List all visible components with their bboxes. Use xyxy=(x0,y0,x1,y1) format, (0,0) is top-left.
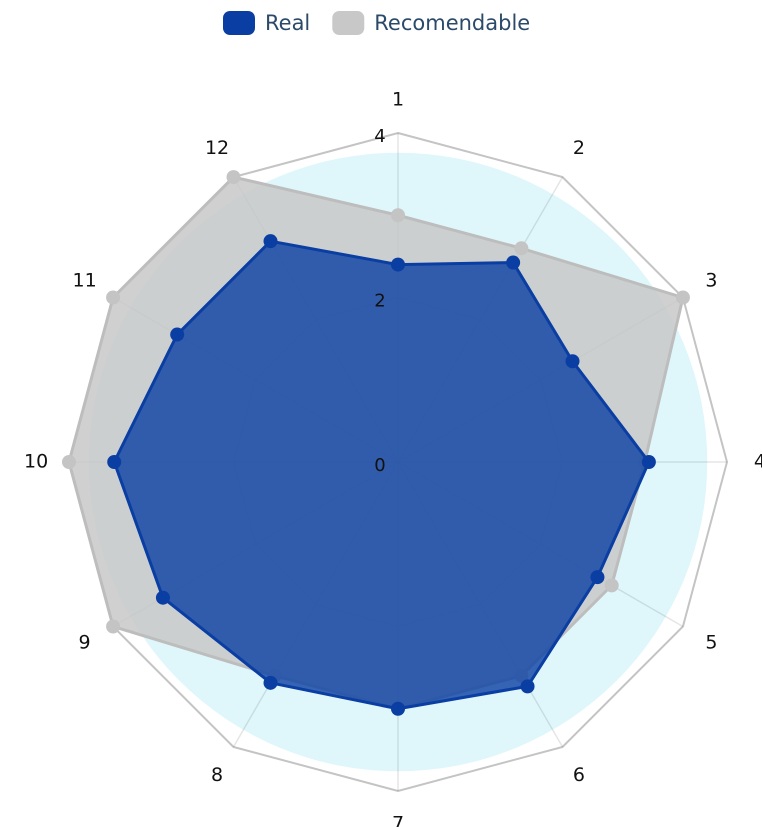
data-point xyxy=(263,234,278,249)
data-point xyxy=(263,675,278,690)
data-point xyxy=(391,257,405,272)
y-tick-label: 4 xyxy=(374,126,385,147)
data-point xyxy=(675,290,690,305)
y-tick-label: 2 xyxy=(374,291,385,312)
data-point xyxy=(604,578,619,593)
data-point xyxy=(641,455,656,469)
legend-swatch xyxy=(223,11,255,35)
legend-swatch xyxy=(332,11,365,35)
data-point xyxy=(520,679,535,694)
data-point xyxy=(107,455,122,469)
category-label: 3 xyxy=(705,270,717,292)
data-point xyxy=(391,701,405,716)
category-label: 9 xyxy=(79,631,91,653)
data-point xyxy=(226,170,241,185)
data-point xyxy=(155,590,170,605)
data-point xyxy=(170,327,185,342)
legend-label: Recomendable xyxy=(374,11,530,35)
data-point xyxy=(106,619,121,634)
category-label: 11 xyxy=(72,270,96,292)
data-point xyxy=(391,208,405,223)
data-point xyxy=(590,570,605,585)
data-point xyxy=(106,290,121,305)
category-label: 10 xyxy=(24,451,48,473)
legend-label: Real xyxy=(265,11,310,35)
data-point xyxy=(565,354,580,369)
category-label: 5 xyxy=(705,631,717,653)
data-point xyxy=(506,255,521,270)
category-label: 6 xyxy=(573,764,585,786)
category-label: 7 xyxy=(392,812,404,827)
category-label: 2 xyxy=(573,137,585,159)
category-label: 8 xyxy=(211,764,223,786)
category-label: 4 xyxy=(754,451,762,473)
category-label: 1 xyxy=(392,89,404,111)
data-point xyxy=(62,455,76,469)
category-label: 12 xyxy=(205,137,229,159)
data-point xyxy=(514,241,529,256)
y-tick-label: 0 xyxy=(374,455,385,476)
